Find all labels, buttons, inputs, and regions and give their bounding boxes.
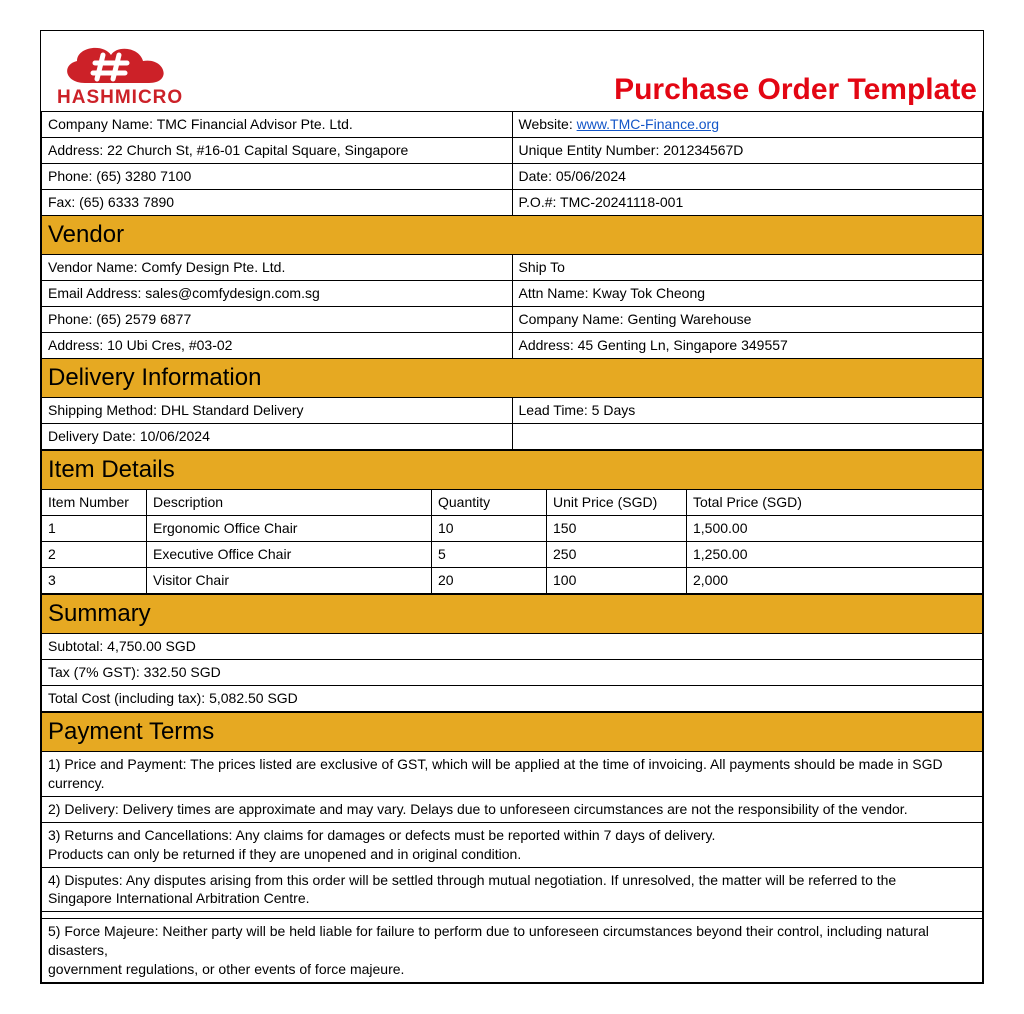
term-3: 3) Returns and Cancellations: Any claims… — [42, 822, 983, 867]
summary-tax: Tax (7% GST): 332.50 SGD — [42, 659, 983, 685]
ship-to-label: Ship To — [512, 254, 983, 280]
items-section-head: Item Details — [42, 450, 983, 489]
item-row: 1 Ergonomic Office Chair 10 150 1,500.00 — [42, 515, 983, 541]
vendor-address: Address: 10 Ubi Cres, #03-02 — [42, 332, 513, 358]
po-date: Date: 05/06/2024 — [512, 163, 983, 189]
vendor-name: Vendor Name: Comfy Design Pte. Ltd. — [42, 254, 513, 280]
term-2: 2) Delivery: Delivery times are approxim… — [42, 796, 983, 822]
summary-total: Total Cost (including tax): 5,082.50 SGD — [42, 685, 983, 711]
purchase-order-page: HASHMICRO Purchase Order Template Compan… — [40, 30, 984, 984]
shipping-method: Shipping Method: DHL Standard Delivery — [42, 397, 513, 423]
summary-table: Summary Subtotal: 4,750.00 SGD Tax (7% G… — [41, 594, 983, 712]
lead-time: Lead Time: 5 Days — [512, 397, 983, 423]
col-total-price: Total Price (SGD) — [687, 490, 983, 516]
po-number: P.O.#: TMC-20241118-001 — [512, 189, 983, 215]
items-table: Item Details Item Number Description Qua… — [41, 450, 983, 594]
vendor-email: Email Address: sales@comfydesign.com.sg — [42, 280, 513, 306]
ship-address: Address: 45 Genting Ln, Singapore 349557 — [512, 332, 983, 358]
delivery-section-head: Delivery Information — [42, 358, 983, 397]
company-uen: Unique Entity Number: 201234567D — [512, 137, 983, 163]
header: HASHMICRO Purchase Order Template — [41, 31, 983, 111]
term-5: 5) Force Majeure: Neither party will be … — [42, 919, 983, 983]
summary-subtotal: Subtotal: 4,750.00 SGD — [42, 634, 983, 660]
page-title: Purchase Order Template — [614, 73, 979, 109]
ship-company: Company Name: Genting Warehouse — [512, 306, 983, 332]
ship-attn: Attn Name: Kway Tok Cheong — [512, 280, 983, 306]
item-row: 2 Executive Office Chair 5 250 1,250.00 — [42, 541, 983, 567]
item-row: 3 Visitor Chair 20 100 2,000 — [42, 567, 983, 593]
hashmicro-logo-icon — [53, 39, 183, 91]
summary-section-head: Summary — [42, 594, 983, 633]
col-unit-price: Unit Price (SGD) — [547, 490, 687, 516]
col-quantity: Quantity — [432, 490, 547, 516]
col-item-number: Item Number — [42, 490, 147, 516]
website-url[interactable]: www.TMC-Finance.org — [577, 116, 719, 132]
company-table: Company Name: TMC Financial Advisor Pte.… — [41, 111, 983, 450]
company-phone: Phone: (65) 3280 7100 — [42, 163, 513, 189]
col-description: Description — [147, 490, 432, 516]
vendor-section-head: Vendor — [42, 215, 983, 254]
term-1: 1) Price and Payment: The prices listed … — [42, 752, 983, 797]
vendor-phone: Phone: (65) 2579 6877 — [42, 306, 513, 332]
terms-section-head: Payment Terms — [42, 712, 983, 751]
items-header-row: Item Number Description Quantity Unit Pr… — [42, 490, 983, 516]
company-fax: Fax: (65) 6333 7890 — [42, 189, 513, 215]
delivery-blank — [512, 423, 983, 449]
terms-table: Payment Terms 1) Price and Payment: The … — [41, 712, 983, 983]
term-4: 4) Disputes: Any disputes arising from t… — [42, 867, 983, 912]
delivery-date: Delivery Date: 10/06/2024 — [42, 423, 513, 449]
company-address: Address: 22 Church St, #16-01 Capital Sq… — [42, 137, 513, 163]
company-website: Website: www.TMC-Finance.org — [512, 112, 983, 138]
logo-block: HASHMICRO — [45, 35, 183, 109]
company-name: Company Name: TMC Financial Advisor Pte.… — [42, 112, 513, 138]
